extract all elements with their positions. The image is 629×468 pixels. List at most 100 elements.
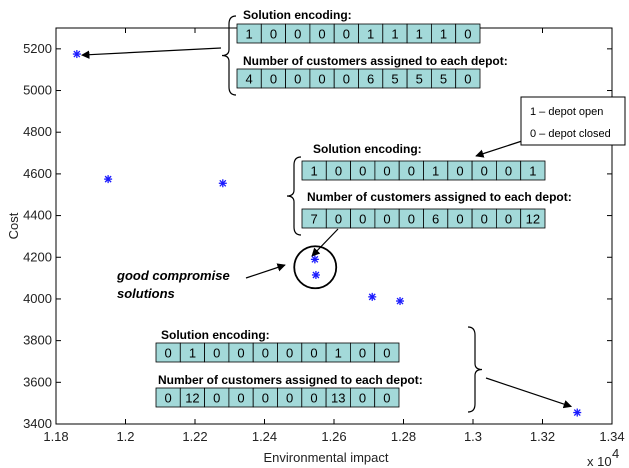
data-point <box>311 270 320 279</box>
customers-cell-value: 0 <box>335 212 342 227</box>
customers-cell-value: 0 <box>383 391 390 406</box>
arrow-to-compromise <box>311 228 339 257</box>
data-point <box>72 50 81 59</box>
encoding-cell-value: 0 <box>359 346 366 361</box>
brace-bottom <box>467 326 483 413</box>
encoding-cell-value: 0 <box>464 27 471 42</box>
y-tick-label: 3400 <box>23 416 52 431</box>
customers-cell-value: 13 <box>331 391 345 406</box>
customers-title: Number of customers assigned to each dep… <box>243 54 508 68</box>
y-axis-label: Cost <box>6 212 21 239</box>
x-tick-label: 1.28 <box>391 429 416 444</box>
legend-box <box>520 96 626 146</box>
x-tick-label: 1.18 <box>43 429 68 444</box>
customers-cell-value: 6 <box>367 72 374 87</box>
customers-cell-value: 0 <box>464 72 471 87</box>
brace-middle <box>286 156 302 236</box>
encoding-cell-value: 0 <box>213 346 220 361</box>
customers-cell-value: 12 <box>526 212 540 227</box>
data-point <box>396 297 405 306</box>
encoding-cell-value: 1 <box>367 27 374 42</box>
encoding-cell-value: 0 <box>294 27 301 42</box>
customers-cell-value: 0 <box>383 212 390 227</box>
x-tick-label: 1.24 <box>252 429 277 444</box>
customers-cell-value: 0 <box>213 391 220 406</box>
encoding-cell-value: 1 <box>440 27 447 42</box>
customers-cell-value: 0 <box>310 391 317 406</box>
y-tick-label: 4000 <box>23 291 52 306</box>
arrow-to-bottom-solution <box>485 377 573 409</box>
y-tick-label: 3600 <box>23 374 52 389</box>
encoding-cell <box>374 342 400 363</box>
customers-cell <box>455 68 481 89</box>
encoding-cell-value: 0 <box>481 164 488 179</box>
customers-cell-value: 0 <box>237 391 244 406</box>
customers-cell-value: 7 <box>311 212 318 227</box>
x-tick-label: 1.32 <box>530 429 555 444</box>
encoding-cell <box>520 160 546 181</box>
customers-cell-value: 0 <box>318 72 325 87</box>
legend-closed: 0 – depot closed <box>530 128 611 140</box>
customers-cell-value: 0 <box>456 212 463 227</box>
compromise-note-line1: good compromise <box>116 268 230 283</box>
encoding-cell-value: 0 <box>165 346 172 361</box>
arrow-to-top-solution <box>81 47 222 59</box>
y-tick-label: 4600 <box>23 166 52 181</box>
encoding-cell-value: 0 <box>359 164 366 179</box>
customers-cell <box>374 387 400 408</box>
x-tick-label: 1.3 <box>464 429 482 444</box>
customers-cell-value: 0 <box>505 212 512 227</box>
encoding-cell-value: 0 <box>335 164 342 179</box>
x-tick-label: 1.22 <box>182 429 207 444</box>
customers-cell <box>520 208 546 229</box>
customers-cell-value: 12 <box>185 391 199 406</box>
y-tick-label: 4800 <box>23 124 52 139</box>
encoding-cell-value: 0 <box>343 27 350 42</box>
customers-cell-value: 0 <box>286 391 293 406</box>
x-tick-label: 1.34 <box>599 429 624 444</box>
x-exponent-label: x 10 <box>587 454 612 468</box>
arrow-note-to-circle <box>245 263 286 279</box>
customers-cell-value: 0 <box>359 212 366 227</box>
data-point <box>104 175 113 184</box>
brace-top <box>221 15 237 96</box>
encoding-cell-value: 1 <box>391 27 398 42</box>
y-tick-label: 5000 <box>23 83 52 98</box>
customers-cell-value: 6 <box>432 212 439 227</box>
encoding-cell-value: 0 <box>408 164 415 179</box>
customers-cell-value: 0 <box>343 72 350 87</box>
encoding-cell-value: 0 <box>262 346 269 361</box>
encoding-cell-value: 0 <box>383 164 390 179</box>
encoding-cell-value: 1 <box>189 346 196 361</box>
legend-open: 1 – depot open <box>530 106 603 118</box>
encoding-cell-value: 0 <box>237 346 244 361</box>
encoding-cell-value: 0 <box>318 27 325 42</box>
encoding-cell <box>455 23 481 44</box>
compromise-note-line2: solutions <box>117 286 175 301</box>
y-tick-label: 3800 <box>23 333 52 348</box>
customers-cell-value: 0 <box>481 212 488 227</box>
y-tick-label: 5200 <box>23 41 52 56</box>
data-point <box>573 408 582 417</box>
encoding-cell-value: 0 <box>505 164 512 179</box>
customers-cell-value: 5 <box>391 72 398 87</box>
customers-cell-value: 0 <box>359 391 366 406</box>
x-axis-label: Environmental impact <box>264 450 389 465</box>
customers-title: Number of customers assigned to each dep… <box>307 190 572 204</box>
data-point <box>310 255 319 264</box>
customers-cell-value: 5 <box>416 72 423 87</box>
encoding-cell-value: 1 <box>335 346 342 361</box>
x-tick-label: 1.2 <box>116 429 134 444</box>
customers-cell-value: 0 <box>408 212 415 227</box>
data-point <box>368 292 377 301</box>
data-point <box>218 179 227 188</box>
encoding-cell-value: 0 <box>456 164 463 179</box>
encoding-cell-value: 0 <box>310 346 317 361</box>
compromise-circle <box>293 245 338 290</box>
encoding-title: Solution encoding: <box>313 142 422 156</box>
encoding-cell-value: 1 <box>416 27 423 42</box>
arrow-legend-to-encoding <box>475 140 523 158</box>
encoding-cell-value: 1 <box>246 27 253 42</box>
customers-cell-value: 0 <box>262 391 269 406</box>
